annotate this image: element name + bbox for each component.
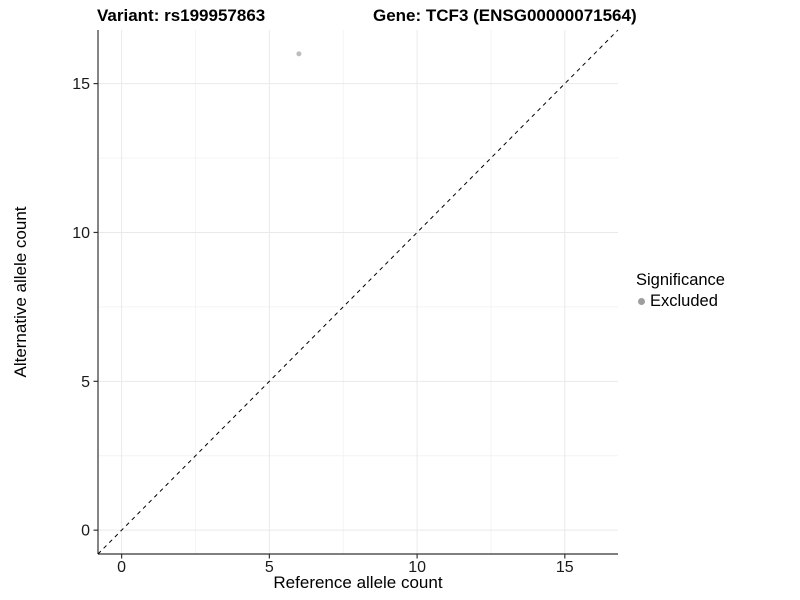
legend-item-excluded: Excluded — [636, 292, 725, 311]
y-tick-label: 0 — [81, 523, 90, 540]
identity-reference-line — [97, 29, 619, 555]
legend-item-label: Excluded — [650, 292, 718, 310]
data-point — [296, 51, 302, 57]
legend: Significance Excluded — [636, 271, 725, 311]
y-tick-label: 10 — [72, 225, 90, 242]
x-tick-label: 0 — [117, 559, 126, 576]
legend-key-point-icon — [638, 298, 645, 305]
y-tick-label: 15 — [72, 76, 90, 93]
x-tick-label: 15 — [556, 559, 574, 576]
x-tick-label: 5 — [265, 559, 274, 576]
y-tick-label: 5 — [81, 374, 90, 391]
legend-title: Significance — [636, 271, 725, 289]
y-axis-title: Alternative allele count — [11, 206, 30, 378]
x-axis-title: Reference allele count — [273, 573, 443, 592]
plot-title-gene: Gene: TCF3 (ENSG00000071564) — [373, 6, 637, 25]
plot-title-variant: Variant: rs199957863 — [97, 6, 266, 25]
x-tick-label: 10 — [408, 559, 426, 576]
